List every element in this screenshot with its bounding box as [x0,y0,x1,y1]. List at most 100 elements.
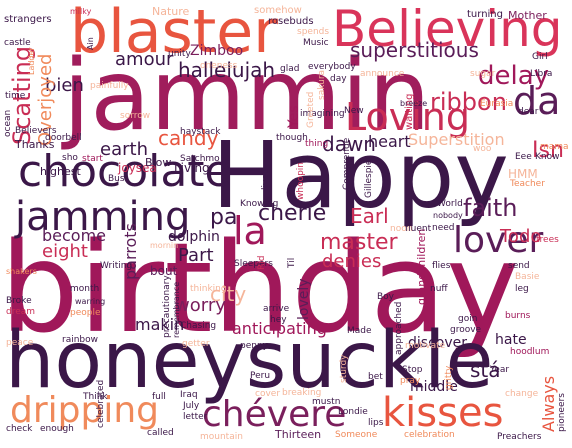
word: precautionary [162,275,172,338]
word: Know [535,152,560,162]
word: peace [6,338,34,348]
word: dolphin [168,229,220,245]
word: nobody [433,211,463,220]
word: chévere [202,394,347,435]
word: Todo [500,226,542,247]
word: denies [322,251,382,272]
word: month [70,284,100,294]
word: middle [410,379,458,395]
word: remembrance [172,281,181,338]
word: cherie [258,201,327,226]
word: gritty [444,365,454,390]
word: Chasing [180,321,217,331]
word: Nature [152,5,190,18]
word: sho [62,153,78,163]
word: rainbow [62,335,98,345]
word: approached [394,301,404,355]
word: cover [255,389,281,399]
word: sorrow [120,111,151,121]
word: Satchmo [180,154,220,164]
word: candy [158,126,219,150]
word: motivate [405,341,446,351]
word: bet [368,372,383,382]
word: Broke [6,296,32,306]
word: Mother [508,9,547,22]
word: become [42,226,107,245]
word: mustn [312,397,341,407]
word: makin [135,315,185,334]
word: heart [368,132,411,151]
word: Music [303,38,329,48]
word: parrots [121,223,140,280]
word: lived [261,168,271,190]
word: ocean [3,109,13,137]
word: Teacher [510,179,545,189]
word: Zimboo [190,43,244,59]
word: New [344,106,364,116]
word: pa [210,205,238,230]
word: Eee [515,152,532,162]
word: sturdy [339,354,349,383]
word: sakura [317,69,327,100]
word: thing [305,139,329,149]
word: Boy [377,292,395,302]
word: hoodlum [510,347,550,357]
word: superstitious [350,38,479,62]
word: change [505,389,539,399]
word: Iraq [180,390,198,400]
word: breaking [282,388,322,398]
word: doorbell [45,133,82,143]
word: celebrated [96,379,106,428]
word: rosebuds [268,16,314,27]
word: July [183,401,200,411]
word: lips [368,418,384,428]
word: burns [505,311,531,321]
word: day [330,74,347,84]
word: dawn [322,132,376,156]
word: faith [463,194,518,222]
word: Someone [335,430,378,440]
word: lover [453,220,544,261]
word: amour [115,49,174,70]
word: Stop [402,365,423,375]
word: la [233,209,267,253]
word: Year [490,365,510,375]
word: mama [540,142,569,152]
word: people [70,308,101,318]
word: Blow [145,156,172,169]
word: Sleepers [234,259,273,269]
word: hey [270,315,287,325]
word: Writing [100,261,133,271]
word: earth [100,139,148,160]
word: somehow [254,5,302,16]
word: oneness [200,61,238,71]
word: getter [182,339,210,349]
word: Greeted [306,91,316,128]
word: Libra [530,69,553,79]
word: joysea [118,161,157,175]
word: Knowing [240,199,279,209]
word: nuff [430,284,448,294]
word: delay [478,61,550,91]
word: Rid [257,255,267,270]
word: start [82,154,103,164]
word: celebration [404,430,455,440]
word: honeysuckle [5,316,494,406]
word: Londie [338,407,368,417]
word: groove [450,325,482,335]
word: Part [178,245,214,266]
word: goin [458,314,478,324]
word: Yes [286,105,302,128]
word: leg [515,284,529,294]
word: imagining [300,109,345,119]
word: fluent [405,224,432,234]
word: full [152,392,166,402]
word: shakers [6,267,37,276]
word: waiting [404,93,415,130]
word: Earl [350,204,389,228]
word: Believing [332,0,563,58]
word: dear [518,107,539,117]
word: turning [467,9,503,20]
word: letter [183,412,208,422]
